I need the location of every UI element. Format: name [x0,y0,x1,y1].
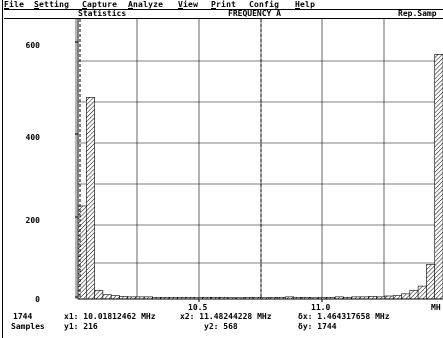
y-tick-label-200: 200 [25,216,40,225]
menu-separator [4,9,443,10]
cursor-lines[interactable] [79,19,262,299]
cursor-delta-x: δx: 1.464317658 MHz [298,312,390,321]
histogram-bar [434,54,443,300]
histogram-bar [94,290,104,300]
histogram-bar [409,290,419,300]
status-separator [4,18,443,19]
x-tick-label-10-5: 10.5 [188,303,208,312]
menu-analyze[interactable]: Analyze [128,0,164,9]
histogram-bar [77,205,87,300]
rep-samp-label: Rep.Samp [398,9,437,18]
histogram-bar [417,285,427,300]
y-tick-label-600: 600 [25,41,40,50]
cursor-delta-y: δy: 1744 [298,322,337,331]
channel-label: FREQUENCY A [228,9,281,18]
y-tick-label-400: 400 [25,133,40,142]
y-tick-label-0: 0 [35,295,40,304]
mode-label: Statistics [78,9,127,18]
menu-setting[interactable]: Setting [34,0,70,9]
x-unit-label: MH [431,303,441,312]
histogram-bar [85,97,95,300]
sample-count: 1744 [13,312,33,321]
menu-capture[interactable]: Capture [82,0,118,9]
histogram-bar [401,293,411,300]
x-tick-label-11-0: 11.0 [311,303,331,312]
menu-config[interactable]: Config [249,0,280,9]
histogram-bar [392,295,402,300]
cursor-y1: y1: 216 [64,322,98,331]
grid-lines [75,19,443,299]
plot-frame [75,19,443,302]
histogram-bar [102,294,112,300]
menu-print[interactable]: Print [211,0,237,9]
menu-file[interactable]: File [4,0,25,9]
menu-bar: File Setting Capture Analyze View Print … [4,0,443,11]
cursor-y2: y2: 568 [204,322,238,331]
cursor-x1: x1: 10.01812462 MHz [64,312,156,321]
histogram-bar [110,295,120,300]
samples-label: Samples [11,322,45,331]
cursor-x2: x2: 11.48244228 MHz [180,312,272,321]
histogram-bar [426,264,436,300]
window-left-border [2,0,3,338]
menu-help[interactable]: Help [295,0,316,9]
menu-view[interactable]: View [178,0,199,9]
